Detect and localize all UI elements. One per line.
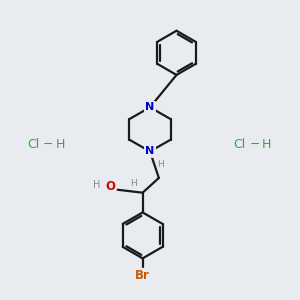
Text: N: N <box>146 146 154 157</box>
Text: H: H <box>130 179 137 188</box>
Text: H: H <box>93 180 101 190</box>
Text: Cl: Cl <box>234 138 246 151</box>
Text: H: H <box>56 138 65 151</box>
Text: Br: Br <box>135 269 150 282</box>
Text: H: H <box>262 138 271 151</box>
Text: Cl: Cl <box>28 138 40 151</box>
Text: −: − <box>249 138 260 151</box>
Text: O: O <box>105 180 115 193</box>
Text: −: − <box>43 138 54 151</box>
Text: H: H <box>157 160 164 169</box>
Text: N: N <box>146 102 154 112</box>
